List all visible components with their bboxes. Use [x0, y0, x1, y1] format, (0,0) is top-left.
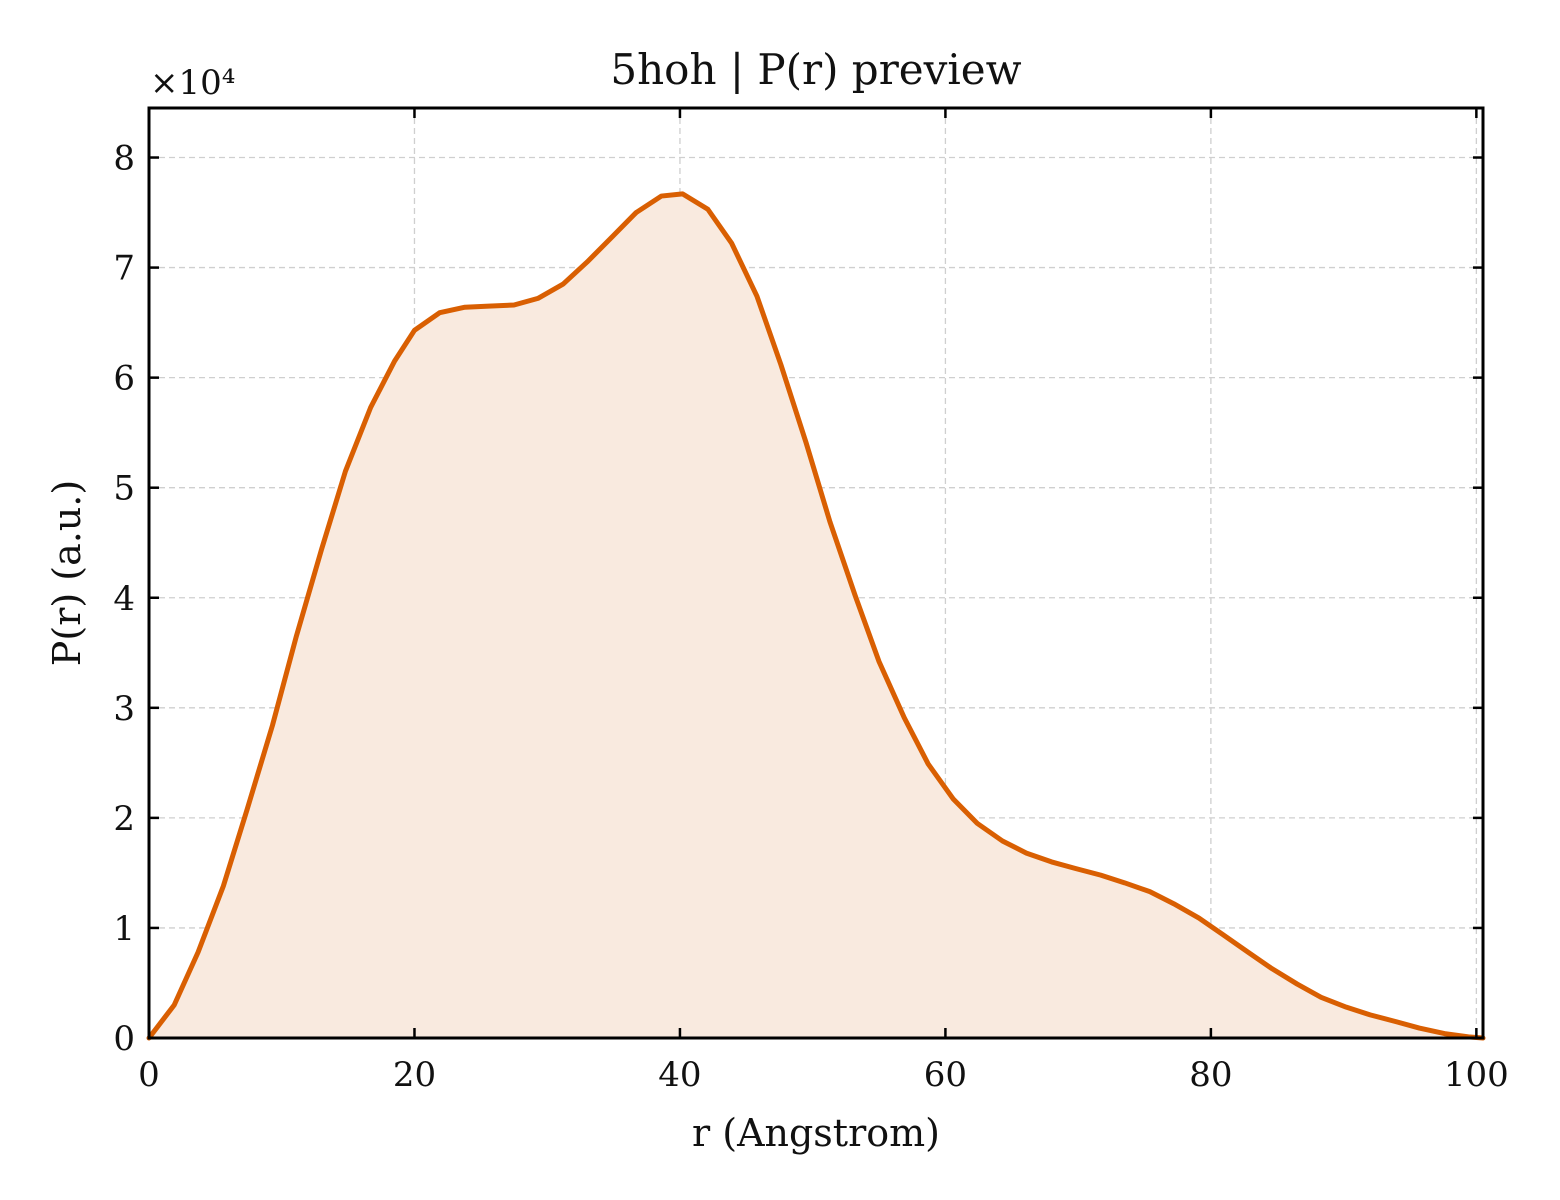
- y-tick-label: 0: [113, 1019, 135, 1059]
- y-tick-label: 1: [113, 909, 135, 949]
- plot-frame: [147, 106, 1485, 1040]
- y-tick-label: 3: [113, 689, 135, 729]
- x-tick-label: 60: [924, 1055, 967, 1095]
- y-tick-label: 6: [113, 359, 135, 399]
- tick-labels: 0 20 40 60 80 100 0 1 2 3 4 5 6 7 8: [113, 139, 1508, 1095]
- chart-title: 5hoh | P(r) preview: [610, 45, 1021, 94]
- y-multiplier-label: ×10⁴: [150, 63, 235, 103]
- y-tick-label: 2: [113, 799, 135, 839]
- y-tick-label: 4: [113, 579, 135, 619]
- x-tick-label: 40: [658, 1055, 701, 1095]
- x-tick-label: 100: [1444, 1055, 1509, 1095]
- y-tick-label: 8: [113, 139, 135, 179]
- y-axis-label: P(r) (a.u.): [45, 480, 89, 666]
- y-tick-label: 7: [113, 249, 135, 289]
- x-tick-label: 0: [138, 1055, 160, 1095]
- x-tick-label: 80: [1189, 1055, 1232, 1095]
- area-fill: [149, 193, 1483, 1039]
- x-axis-label: r (Angstrom): [692, 1111, 940, 1155]
- y-tick-label: 5: [113, 469, 135, 509]
- x-tick-label: 20: [393, 1055, 436, 1095]
- ticks: [147, 108, 1483, 1040]
- series-line: [146, 191, 1486, 1041]
